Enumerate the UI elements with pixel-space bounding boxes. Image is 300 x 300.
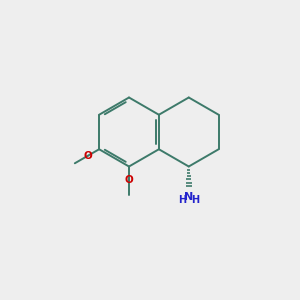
- Text: O: O: [83, 151, 92, 161]
- Text: H: H: [191, 195, 200, 205]
- Text: H: H: [178, 195, 186, 205]
- Text: O: O: [124, 175, 134, 185]
- Text: N: N: [184, 192, 194, 203]
